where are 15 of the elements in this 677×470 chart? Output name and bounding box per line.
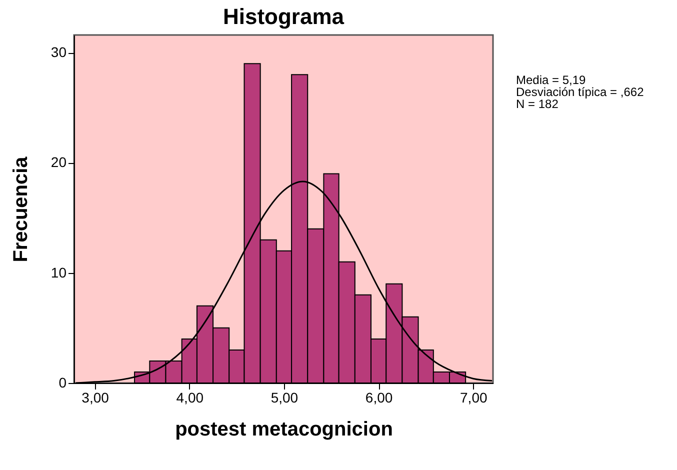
x-tick-label: 6,00 bbox=[365, 390, 393, 406]
y-axis-title: Frecuencia bbox=[10, 156, 32, 262]
text: N = 182 bbox=[516, 97, 560, 111]
y-tick-label: 10 bbox=[50, 264, 67, 280]
x-tick-label: 4,00 bbox=[176, 390, 204, 406]
y-tick-label: 30 bbox=[50, 44, 67, 60]
x-tick-label: 3,00 bbox=[82, 390, 110, 406]
y-tick-label: 0 bbox=[58, 374, 67, 390]
text: Media = 5,19 bbox=[516, 73, 587, 87]
text: Desviación típica = ,662 bbox=[516, 85, 644, 99]
chart-title: Histograma bbox=[222, 4, 345, 29]
x-tick-label: 7,00 bbox=[460, 390, 488, 406]
x-axis-title: postest metacognicion bbox=[175, 418, 393, 440]
y-tick-label: 20 bbox=[50, 154, 67, 170]
x-tick-label: 5,00 bbox=[270, 390, 298, 406]
